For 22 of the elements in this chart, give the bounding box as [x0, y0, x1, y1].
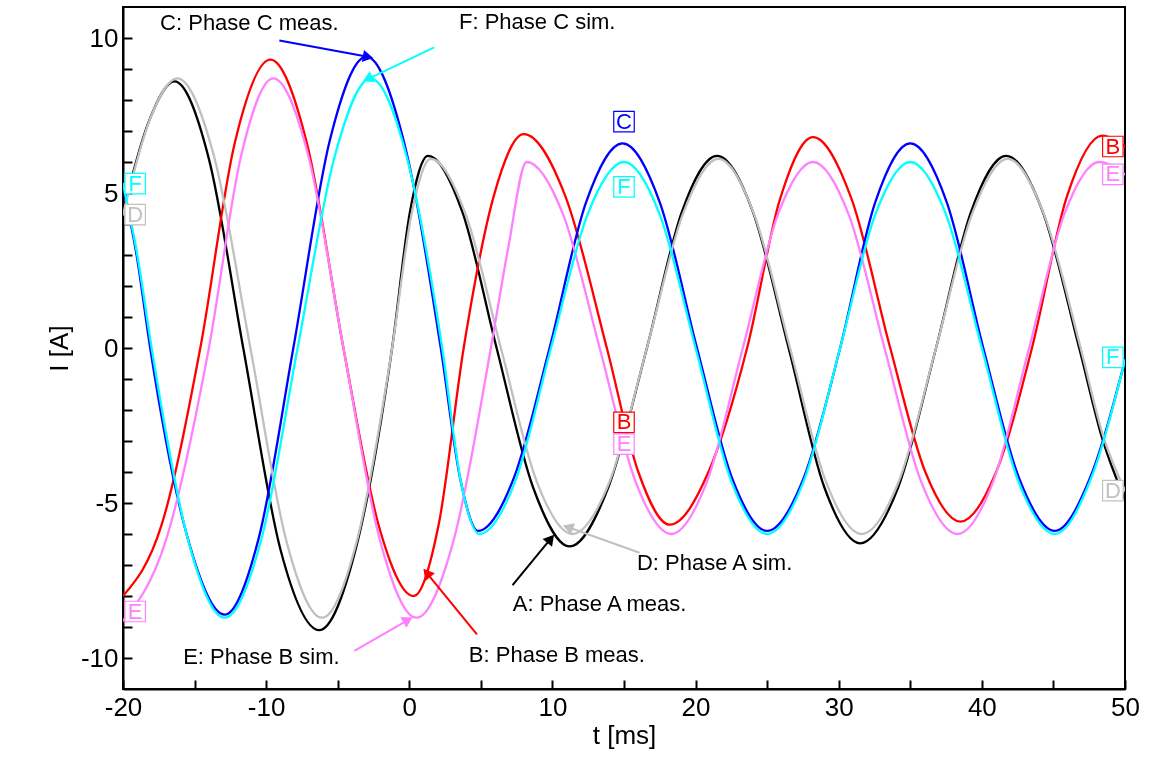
annotation: F: Phase C sim.	[458, 9, 616, 35]
y-tick-label: 0	[104, 332, 119, 363]
annotation: F	[128, 170, 142, 196]
y-axis-title: I [A]	[43, 325, 74, 372]
x-tick-label: 30	[824, 691, 854, 722]
x-tick-label: -10	[247, 691, 286, 722]
y-tick-label: 5	[104, 177, 119, 208]
x-tick-label: -20	[104, 691, 143, 722]
annotation: E: Phase B sim.	[183, 643, 340, 669]
x-tick-label: 10	[538, 691, 568, 722]
x-tick-label: 0	[402, 691, 418, 722]
y-tick-label: -10	[80, 642, 119, 673]
x-tick-label: 40	[967, 691, 997, 722]
annotation: C: Phase C meas.	[160, 9, 339, 35]
annotation: D: Phase A sim.	[636, 549, 793, 575]
x-tick-label: 50	[1111, 691, 1140, 722]
y-tick-label: -5	[95, 487, 119, 518]
annotation: B: Phase B meas.	[468, 642, 645, 668]
x-axis-title: t [ms]	[592, 719, 657, 750]
annotation: A: Phase A meas.	[512, 591, 687, 617]
x-tick-label: 20	[681, 691, 711, 722]
y-tick-label: 10	[89, 22, 119, 53]
